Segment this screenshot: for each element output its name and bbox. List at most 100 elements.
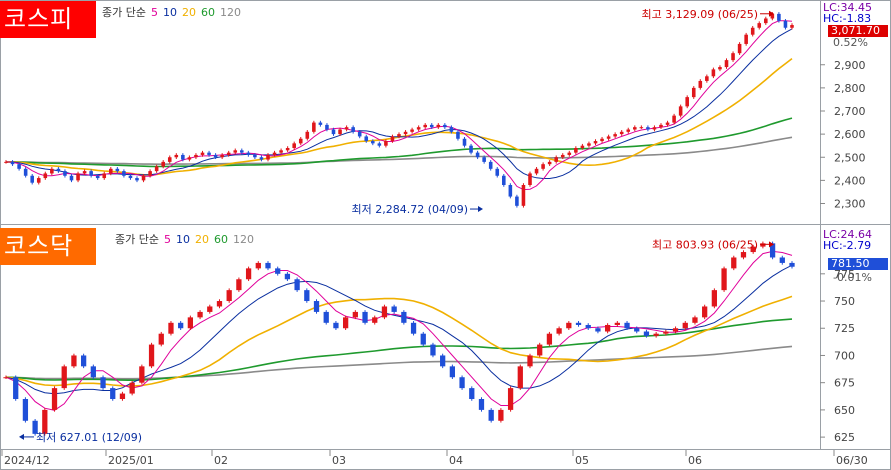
- candle-body: [567, 152, 572, 155]
- candle-body: [102, 173, 107, 179]
- candle-body: [691, 87, 696, 98]
- candle-body: [43, 173, 48, 179]
- candle-body: [566, 322, 572, 329]
- price-panel-0: 2,300 2,400 2,500 2,600 2,700 2,800 2,900 최고 3,…: [4, 8, 866, 216]
- candle-body: [721, 268, 727, 291]
- candle-body: [265, 262, 271, 269]
- candle-body: [459, 377, 465, 389]
- candle-body: [338, 129, 342, 135]
- y-tick-label: 2,700: [834, 105, 866, 118]
- candle-body: [401, 311, 407, 323]
- candle-body: [731, 53, 735, 61]
- candle-body: [585, 324, 591, 329]
- candle-body: [606, 136, 611, 139]
- candle-body: [197, 311, 203, 318]
- candle-body: [174, 154, 179, 158]
- candle-body: [89, 171, 93, 176]
- y-tick-label: 675: [834, 377, 855, 390]
- candle-body: [32, 420, 38, 434]
- y-tick-label: 750: [834, 295, 855, 308]
- candle-body: [168, 322, 174, 334]
- x-tick-label: 05: [575, 454, 589, 467]
- candle-body: [318, 122, 323, 125]
- ma-20-line: [5, 295, 793, 387]
- candle-body: [624, 322, 630, 329]
- candle-body: [50, 168, 54, 174]
- candle-body: [344, 127, 349, 130]
- y-tick-label: 2,900: [834, 59, 866, 72]
- candle-body: [245, 268, 252, 280]
- candle-body: [63, 171, 67, 176]
- candle-body: [482, 157, 486, 162]
- candle-body: [416, 127, 421, 130]
- candle-body: [613, 134, 617, 137]
- candle-body: [546, 333, 553, 345]
- candle-body: [678, 106, 683, 116]
- candle-body: [436, 124, 441, 128]
- x-tick-label: 06: [688, 454, 702, 467]
- candle-body: [194, 154, 198, 158]
- candle-body: [534, 168, 539, 174]
- candle-body: [403, 131, 408, 135]
- candle-body: [298, 138, 303, 144]
- legend-ma10: 10: [162, 6, 177, 19]
- candle-body: [82, 171, 87, 174]
- candle-body: [724, 60, 729, 68]
- candle-body: [779, 257, 785, 263]
- candle-body: [51, 388, 58, 410]
- ma-10-line: [5, 264, 793, 395]
- x-tick-label: 2024/12: [4, 454, 50, 467]
- y-tick-label: 2,800: [834, 82, 866, 95]
- low-annotation-arrowhead: [478, 206, 483, 213]
- candle-body: [475, 152, 480, 158]
- candle-body: [737, 43, 742, 54]
- candle-body: [692, 317, 698, 323]
- candle-body: [643, 331, 650, 336]
- legend-prefix: 종가 단순: [102, 6, 146, 19]
- candle-body: [236, 279, 242, 291]
- x-tick-label: 03: [332, 454, 346, 467]
- kosdaq-title: 코스닥: [0, 228, 96, 265]
- candle-body: [449, 127, 454, 132]
- legend-ma20: 20: [181, 6, 196, 19]
- y-tick-label: 2,400: [834, 174, 866, 187]
- candle-body: [634, 328, 640, 332]
- candle-body: [659, 124, 663, 128]
- candle-body: [4, 161, 8, 163]
- candle-body: [646, 127, 650, 130]
- candle-body: [362, 311, 368, 323]
- candle-body: [71, 355, 77, 367]
- candle-body: [371, 141, 375, 144]
- candle-body: [110, 388, 116, 400]
- candle-body: [672, 328, 679, 332]
- candle-body: [783, 20, 788, 28]
- candle-body: [331, 129, 336, 135]
- candle-body: [129, 382, 135, 394]
- candle-body: [139, 366, 145, 383]
- kospi-hc: HC:-1.83: [823, 12, 872, 25]
- candle-body: [154, 166, 159, 172]
- candle-body: [527, 355, 533, 367]
- candle-body: [90, 366, 96, 378]
- candle-body: [342, 317, 349, 329]
- candle-body: [682, 322, 688, 329]
- candle-body: [313, 301, 320, 312]
- candle-body: [128, 175, 133, 179]
- candle-body: [207, 306, 213, 312]
- candle-body: [255, 262, 261, 269]
- candle-body: [167, 157, 172, 162]
- y-tick-label: 2,500: [834, 151, 866, 164]
- candle-body: [352, 311, 358, 318]
- candle-body: [547, 161, 552, 165]
- candle-body: [462, 138, 467, 146]
- candle-body: [495, 168, 500, 176]
- candle-body: [521, 185, 526, 206]
- ma-120-line: [6, 136, 793, 165]
- candle-body: [740, 252, 747, 258]
- kospi-title: 코스피: [0, 1, 96, 38]
- candle-body: [423, 124, 427, 128]
- candle-body: [3, 377, 9, 379]
- candle-body: [187, 317, 194, 329]
- candle-body: [456, 131, 460, 139]
- candle-body: [285, 148, 290, 151]
